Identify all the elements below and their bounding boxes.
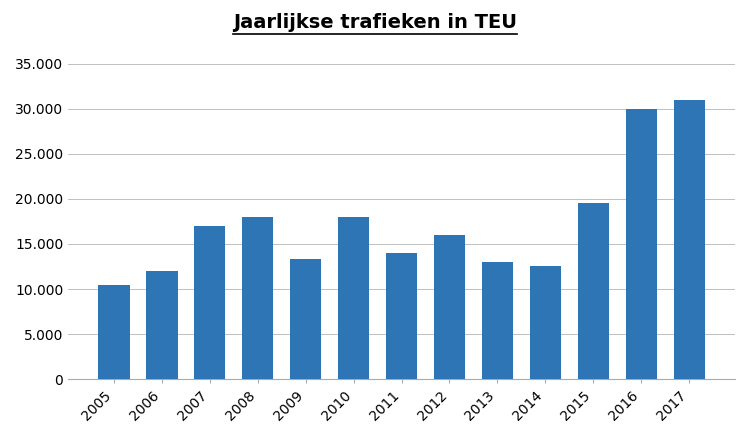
- Text: Jaarlijkse trafieken in TEU: Jaarlijkse trafieken in TEU: [233, 13, 517, 32]
- Bar: [530, 266, 561, 379]
- Bar: [482, 262, 513, 379]
- Bar: [338, 217, 369, 379]
- Bar: [194, 226, 226, 379]
- Bar: [242, 217, 273, 379]
- Bar: [578, 203, 609, 379]
- Bar: [386, 253, 417, 379]
- Bar: [98, 285, 130, 379]
- Bar: [626, 109, 657, 379]
- Bar: [674, 100, 705, 379]
- Bar: [290, 259, 321, 379]
- Bar: [434, 235, 465, 379]
- Bar: [146, 271, 178, 379]
